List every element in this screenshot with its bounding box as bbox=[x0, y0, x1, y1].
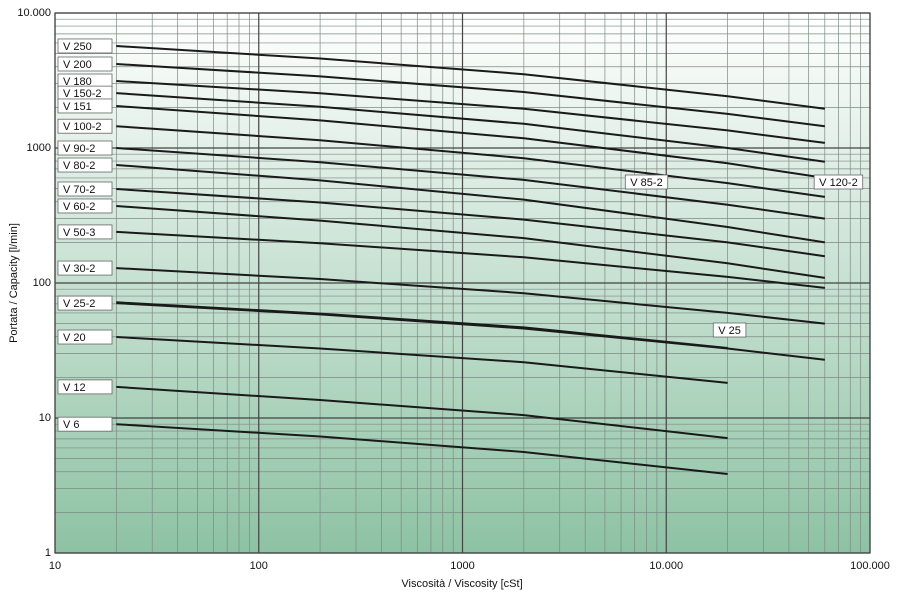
series-label-box bbox=[57, 329, 113, 345]
series-line bbox=[116, 267, 825, 325]
series-label-group: V 70-2 bbox=[57, 181, 113, 197]
series-label: V 100-2 bbox=[63, 121, 102, 133]
series-label-box bbox=[57, 379, 113, 395]
series-label-group: V 12 bbox=[57, 379, 113, 395]
series-label: V 25 bbox=[718, 325, 741, 337]
series-label: V 6 bbox=[63, 419, 80, 431]
series-label: V 12 bbox=[63, 382, 86, 394]
series-label: V 180 bbox=[63, 76, 92, 88]
series-label-box bbox=[57, 198, 113, 214]
x-tick-label: 100.000 bbox=[850, 560, 890, 572]
y-tick-label: 100 bbox=[33, 277, 51, 289]
series-label-group: V 20 bbox=[57, 329, 113, 345]
series-label: V 80-2 bbox=[63, 160, 95, 172]
series-label-group: V 30-2 bbox=[57, 260, 113, 276]
series-line bbox=[116, 92, 825, 163]
series-label-box bbox=[57, 118, 113, 134]
series-label-box bbox=[57, 416, 113, 432]
series-label: V 150-2 bbox=[63, 88, 102, 100]
series-label: V 25-2 bbox=[63, 298, 95, 310]
series-label-group: V 25 bbox=[712, 322, 747, 338]
series-label-box bbox=[57, 140, 113, 156]
y-tick-label: 10.000 bbox=[17, 7, 51, 19]
series-line bbox=[116, 423, 728, 475]
x-tick-label: 1000 bbox=[450, 560, 474, 572]
series-label-box bbox=[57, 260, 113, 276]
series-line bbox=[116, 301, 728, 349]
series-label-group: V 50-3 bbox=[57, 224, 113, 240]
series-label-group: V 90-2 bbox=[57, 140, 113, 156]
series-label-group: V 80-2 bbox=[57, 157, 113, 173]
series-line bbox=[116, 105, 825, 179]
annotation-group: V 120-2 bbox=[813, 174, 864, 190]
series-line bbox=[116, 385, 728, 440]
series-label: V 30-2 bbox=[63, 263, 95, 275]
series-label-group: V 25-2 bbox=[57, 295, 113, 311]
x-axis-label: Viscosità / Viscosity [cSt] bbox=[401, 578, 522, 590]
series-label-box bbox=[57, 224, 113, 240]
series-label-group: V 151 bbox=[57, 98, 113, 114]
series-label: V 250 bbox=[63, 41, 92, 53]
plot-frame bbox=[54, 12, 871, 554]
y-tick-label: 1 bbox=[45, 547, 51, 559]
series-label: V 151 bbox=[63, 101, 92, 113]
series-line bbox=[116, 188, 825, 258]
series-line bbox=[116, 205, 825, 279]
y-tick-label: 1000 bbox=[27, 142, 51, 154]
series-label: V 90-2 bbox=[63, 143, 95, 155]
series-label-box bbox=[57, 98, 113, 114]
series-label-box bbox=[57, 38, 113, 54]
series-line bbox=[116, 164, 825, 244]
series-label-group: V 250 bbox=[57, 38, 113, 54]
series-label-box bbox=[57, 295, 113, 311]
series-label-group: V 100-2 bbox=[57, 118, 113, 134]
series-line bbox=[116, 230, 825, 289]
series-label: V 20 bbox=[63, 332, 86, 344]
series-label-box bbox=[712, 322, 747, 338]
series-line bbox=[116, 80, 825, 144]
series-label: V 50-3 bbox=[63, 227, 95, 239]
x-tick-label: 10.000 bbox=[649, 560, 683, 572]
series-label-group: V 150-2 bbox=[57, 85, 113, 101]
annotation: V 120-2 bbox=[819, 177, 858, 189]
series-label-box bbox=[57, 157, 113, 173]
series-line bbox=[116, 45, 825, 110]
series-label-group: V 6 bbox=[57, 416, 113, 432]
y-axis-label: Portata / Capacity [l/min] bbox=[8, 223, 20, 343]
x-tick-label: 100 bbox=[250, 560, 268, 572]
lines bbox=[116, 45, 825, 475]
series-label: V 70-2 bbox=[63, 184, 95, 196]
series-label-box bbox=[57, 56, 113, 72]
series-label: V 200 bbox=[63, 59, 92, 71]
x-tick-label: 10 bbox=[49, 560, 61, 572]
series-label-box bbox=[57, 181, 113, 197]
annotation-group: V 85-2 bbox=[624, 174, 669, 190]
annotation: V 85-2 bbox=[630, 177, 662, 189]
series-line bbox=[116, 147, 825, 220]
series-label-group: V 180 bbox=[57, 73, 113, 89]
series-label: V 60-2 bbox=[63, 201, 95, 213]
annotation-box bbox=[624, 174, 669, 190]
y-tick-label: 10 bbox=[39, 412, 51, 424]
series-line bbox=[116, 63, 825, 128]
series-label-group: V 60-2 bbox=[57, 198, 113, 214]
annotation-box bbox=[813, 174, 864, 190]
series-line bbox=[116, 336, 728, 384]
series-label-group: V 200 bbox=[57, 56, 113, 72]
series-line bbox=[116, 125, 825, 198]
